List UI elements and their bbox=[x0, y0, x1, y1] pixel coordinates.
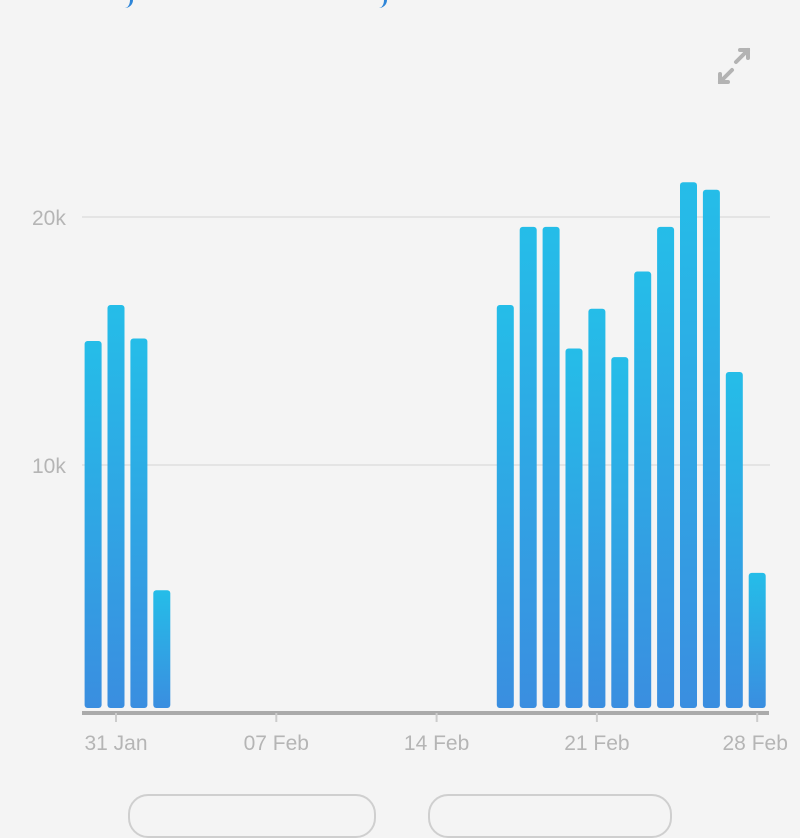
bar bbox=[588, 308, 606, 708]
bar bbox=[496, 305, 514, 708]
bar bbox=[130, 338, 148, 708]
x-tick-label: 21 Feb bbox=[564, 732, 629, 755]
bar bbox=[702, 189, 720, 709]
bar bbox=[611, 357, 629, 708]
x-tick-label: 14 Feb bbox=[404, 732, 469, 755]
bar bbox=[634, 271, 652, 708]
bar bbox=[680, 182, 697, 708]
bar bbox=[542, 226, 560, 709]
bar bbox=[725, 372, 743, 708]
bar bbox=[565, 348, 583, 708]
cut-off-header-text bbox=[124, 0, 133, 8]
bar bbox=[657, 226, 675, 709]
x-tick-label: 31 Jan bbox=[84, 732, 147, 755]
x-tick-label: 07 Feb bbox=[244, 732, 309, 755]
y-tick-label: 10k bbox=[32, 455, 66, 478]
bar bbox=[153, 590, 171, 708]
bar bbox=[107, 305, 125, 708]
bar bbox=[748, 572, 766, 708]
x-tick-label: 28 Feb bbox=[723, 732, 788, 755]
expand-arrows-icon[interactable] bbox=[714, 46, 754, 86]
cut-off-header-text bbox=[378, 0, 387, 8]
bar bbox=[84, 341, 102, 708]
y-tick-label: 20k bbox=[32, 207, 66, 230]
bar bbox=[519, 226, 537, 709]
bar-chart: 10k 20k 31 Jan 07 Feb 14 Feb 21 Feb 28 Feb bbox=[32, 182, 788, 755]
